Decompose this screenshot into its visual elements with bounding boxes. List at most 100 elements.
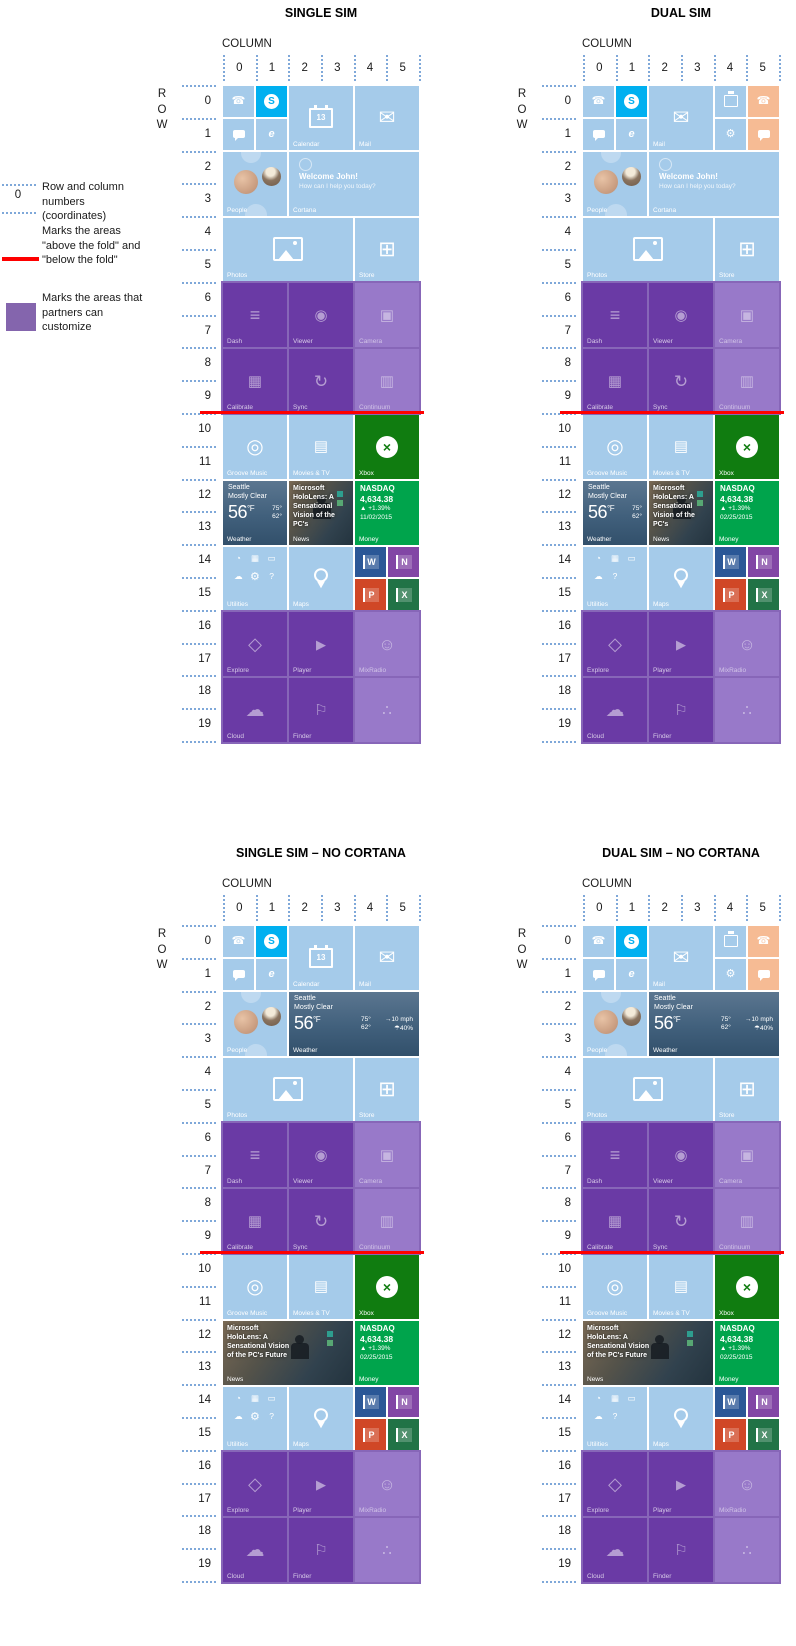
news-m-tile[interactable]: Microsoft HoloLens: A Sensational Vision… xyxy=(649,480,713,545)
money-tile[interactable]: NASDAQ 4,634.38 ▲ +1.39% 02/25/2015 Money xyxy=(355,1320,419,1385)
mixradio-tile[interactable]: ☺ MixRadio xyxy=(355,1452,419,1517)
viewer-tile[interactable]: ◉ Viewer xyxy=(649,283,713,348)
money-tile[interactable]: NASDAQ 4,634.38 ▲ +1.39% 02/25/2015 Money xyxy=(715,1320,779,1385)
calibrate-tile[interactable]: ▦ Calibrate xyxy=(583,1189,647,1253)
word-tile[interactable]: W xyxy=(355,1386,386,1418)
settings-tile[interactable]: ⚙ xyxy=(715,118,746,150)
powerpoint-tile[interactable]: P xyxy=(715,1419,746,1451)
explore-tile[interactable]: ◇ Explore xyxy=(223,612,287,677)
powerpoint-tile[interactable]: P xyxy=(355,1419,386,1451)
movies-tile[interactable]: ▤ Movies & TV xyxy=(649,414,713,479)
cortana-tile[interactable]: Welcome John! How can I help you today? Co… xyxy=(649,151,779,216)
sync-tile[interactable]: ↻ Sync xyxy=(649,349,713,413)
skype-tile[interactable]: S xyxy=(616,926,647,957)
excel-tile[interactable]: X xyxy=(748,1419,779,1451)
phone-tile[interactable]: ☎ xyxy=(583,926,614,957)
mail-m-tile[interactable]: ✉ Mail xyxy=(355,86,419,150)
viewer-tile[interactable]: ◉ Viewer xyxy=(649,1123,713,1188)
photos-tile[interactable]: Photos xyxy=(223,1057,353,1122)
partner-extra-tile[interactable]: ∴ xyxy=(355,1518,419,1582)
partner-extra-tile[interactable]: ∴ xyxy=(715,678,779,742)
maps-tile[interactable]: Maps xyxy=(649,546,713,611)
weather-m-tile[interactable]: Seattle Mostly Clear 56°F 75° 62° Weather xyxy=(223,480,287,545)
groove-tile[interactable]: ◎ Groove Music xyxy=(223,1254,287,1319)
utilities-tile[interactable]: ◔ ▦ ▭ ☁ ⚙? Utilities xyxy=(223,546,287,611)
skype-tile[interactable]: S xyxy=(256,86,287,117)
messaging2-tile[interactable] xyxy=(748,958,779,990)
people-tile[interactable]: People xyxy=(223,991,287,1056)
dash-tile[interactable]: ≡ Dash xyxy=(583,1123,647,1188)
camera-tile[interactable]: ▣ Camera xyxy=(715,283,779,348)
explore-tile[interactable]: ◇ Explore xyxy=(583,612,647,677)
partner-extra-tile[interactable]: ∴ xyxy=(355,678,419,742)
continuum-tile[interactable]: ▥ Continuum xyxy=(355,1189,419,1253)
partner-extra-tile[interactable]: ∴ xyxy=(715,1518,779,1582)
explore-tile[interactable]: ◇ Explore xyxy=(583,1452,647,1517)
sync-tile[interactable]: ↻ Sync xyxy=(289,349,353,413)
mixradio-tile[interactable]: ☺ MixRadio xyxy=(715,1452,779,1517)
weather-w-tile[interactable]: Seattle Mostly Clear 56°F 75° 62° →10 mph ☂40%… xyxy=(289,991,419,1056)
people-tile[interactable]: People xyxy=(583,151,647,216)
settings-tile[interactable]: ⚙ xyxy=(715,958,746,990)
messaging-tile[interactable] xyxy=(223,118,254,150)
excel-tile[interactable]: X xyxy=(748,579,779,611)
continuum-tile[interactable]: ▥ Continuum xyxy=(715,1189,779,1253)
calendar-s-tile[interactable] xyxy=(715,86,746,117)
onenote-tile[interactable]: N xyxy=(388,546,419,578)
xbox-tile[interactable]: × Xbox xyxy=(715,1254,779,1319)
mixradio-tile[interactable]: ☺ MixRadio xyxy=(715,612,779,677)
photos-tile[interactable]: Photos xyxy=(583,217,713,282)
excel-tile[interactable]: X xyxy=(388,1419,419,1451)
mail-m-tile[interactable]: ✉ Mail xyxy=(649,926,713,990)
photos-tile[interactable]: Photos xyxy=(223,217,353,282)
excel-tile[interactable]: X xyxy=(388,579,419,611)
calibrate-tile[interactable]: ▦ Calibrate xyxy=(583,349,647,413)
news-m-tile[interactable]: Microsoft HoloLens: A Sensational Vision… xyxy=(289,480,353,545)
sync-tile[interactable]: ↻ Sync xyxy=(649,1189,713,1253)
maps-tile[interactable]: Maps xyxy=(649,1386,713,1451)
store-tile[interactable]: ⊞ Store xyxy=(355,1057,419,1122)
calendar-s-tile[interactable] xyxy=(715,926,746,957)
calibrate-tile[interactable]: ▦ Calibrate xyxy=(223,1189,287,1253)
finder-tile[interactable]: ⚐ Finder xyxy=(649,678,713,742)
cloud-tile[interactable]: ☁ Cloud xyxy=(583,678,647,742)
groove-tile[interactable]: ◎ Groove Music xyxy=(583,414,647,479)
camera-tile[interactable]: ▣ Camera xyxy=(355,1123,419,1188)
movies-tile[interactable]: ▤ Movies & TV xyxy=(289,1254,353,1319)
explore-tile[interactable]: ◇ Explore xyxy=(223,1452,287,1517)
phone-tile[interactable]: ☎ xyxy=(223,926,254,957)
dash-tile[interactable]: ≡ Dash xyxy=(223,1123,287,1188)
cloud-tile[interactable]: ☁ Cloud xyxy=(583,1518,647,1582)
powerpoint-tile[interactable]: P xyxy=(355,579,386,611)
skype-tile[interactable]: S xyxy=(616,86,647,117)
calendar-m-tile[interactable]: 13 Calendar xyxy=(289,86,353,150)
onenote-tile[interactable]: N xyxy=(388,1386,419,1418)
viewer-tile[interactable]: ◉ Viewer xyxy=(289,283,353,348)
money-tile[interactable]: NASDAQ 4,634.38 ▲ +1.39% 02/25/2015 Money xyxy=(715,480,779,545)
edge-tile[interactable]: e xyxy=(256,958,287,990)
calendar-m-tile[interactable]: 13 Calendar xyxy=(289,926,353,990)
groove-tile[interactable]: ◎ Groove Music xyxy=(583,1254,647,1319)
mail-m-tile[interactable]: ✉ Mail xyxy=(355,926,419,990)
edge-tile[interactable]: e xyxy=(616,118,647,150)
people-tile[interactable]: People xyxy=(583,991,647,1056)
xbox-tile[interactable]: × Xbox xyxy=(355,414,419,479)
finder-tile[interactable]: ⚐ Finder xyxy=(289,1518,353,1582)
word-tile[interactable]: W xyxy=(715,546,746,578)
viewer-tile[interactable]: ◉ Viewer xyxy=(289,1123,353,1188)
messaging-tile[interactable] xyxy=(223,958,254,990)
news-w-tile[interactable]: Microsoft HoloLens: A Sensational Vision… xyxy=(223,1320,353,1385)
camera-tile[interactable]: ▣ Camera xyxy=(355,283,419,348)
finder-tile[interactable]: ⚐ Finder xyxy=(649,1518,713,1582)
dash-tile[interactable]: ≡ Dash xyxy=(223,283,287,348)
maps-tile[interactable]: Maps xyxy=(289,546,353,611)
groove-tile[interactable]: ◎ Groove Music xyxy=(223,414,287,479)
movies-tile[interactable]: ▤ Movies & TV xyxy=(289,414,353,479)
messaging-tile[interactable] xyxy=(583,118,614,150)
messaging-tile[interactable] xyxy=(583,958,614,990)
cortana-tile[interactable]: Welcome John! How can I help you today? Co… xyxy=(289,151,419,216)
cloud-tile[interactable]: ☁ Cloud xyxy=(223,1518,287,1582)
continuum-tile[interactable]: ▥ Continuum xyxy=(355,349,419,413)
weather-m-tile[interactable]: Seattle Mostly Clear 56°F 75° 62° Weather xyxy=(583,480,647,545)
movies-tile[interactable]: ▤ Movies & TV xyxy=(649,1254,713,1319)
